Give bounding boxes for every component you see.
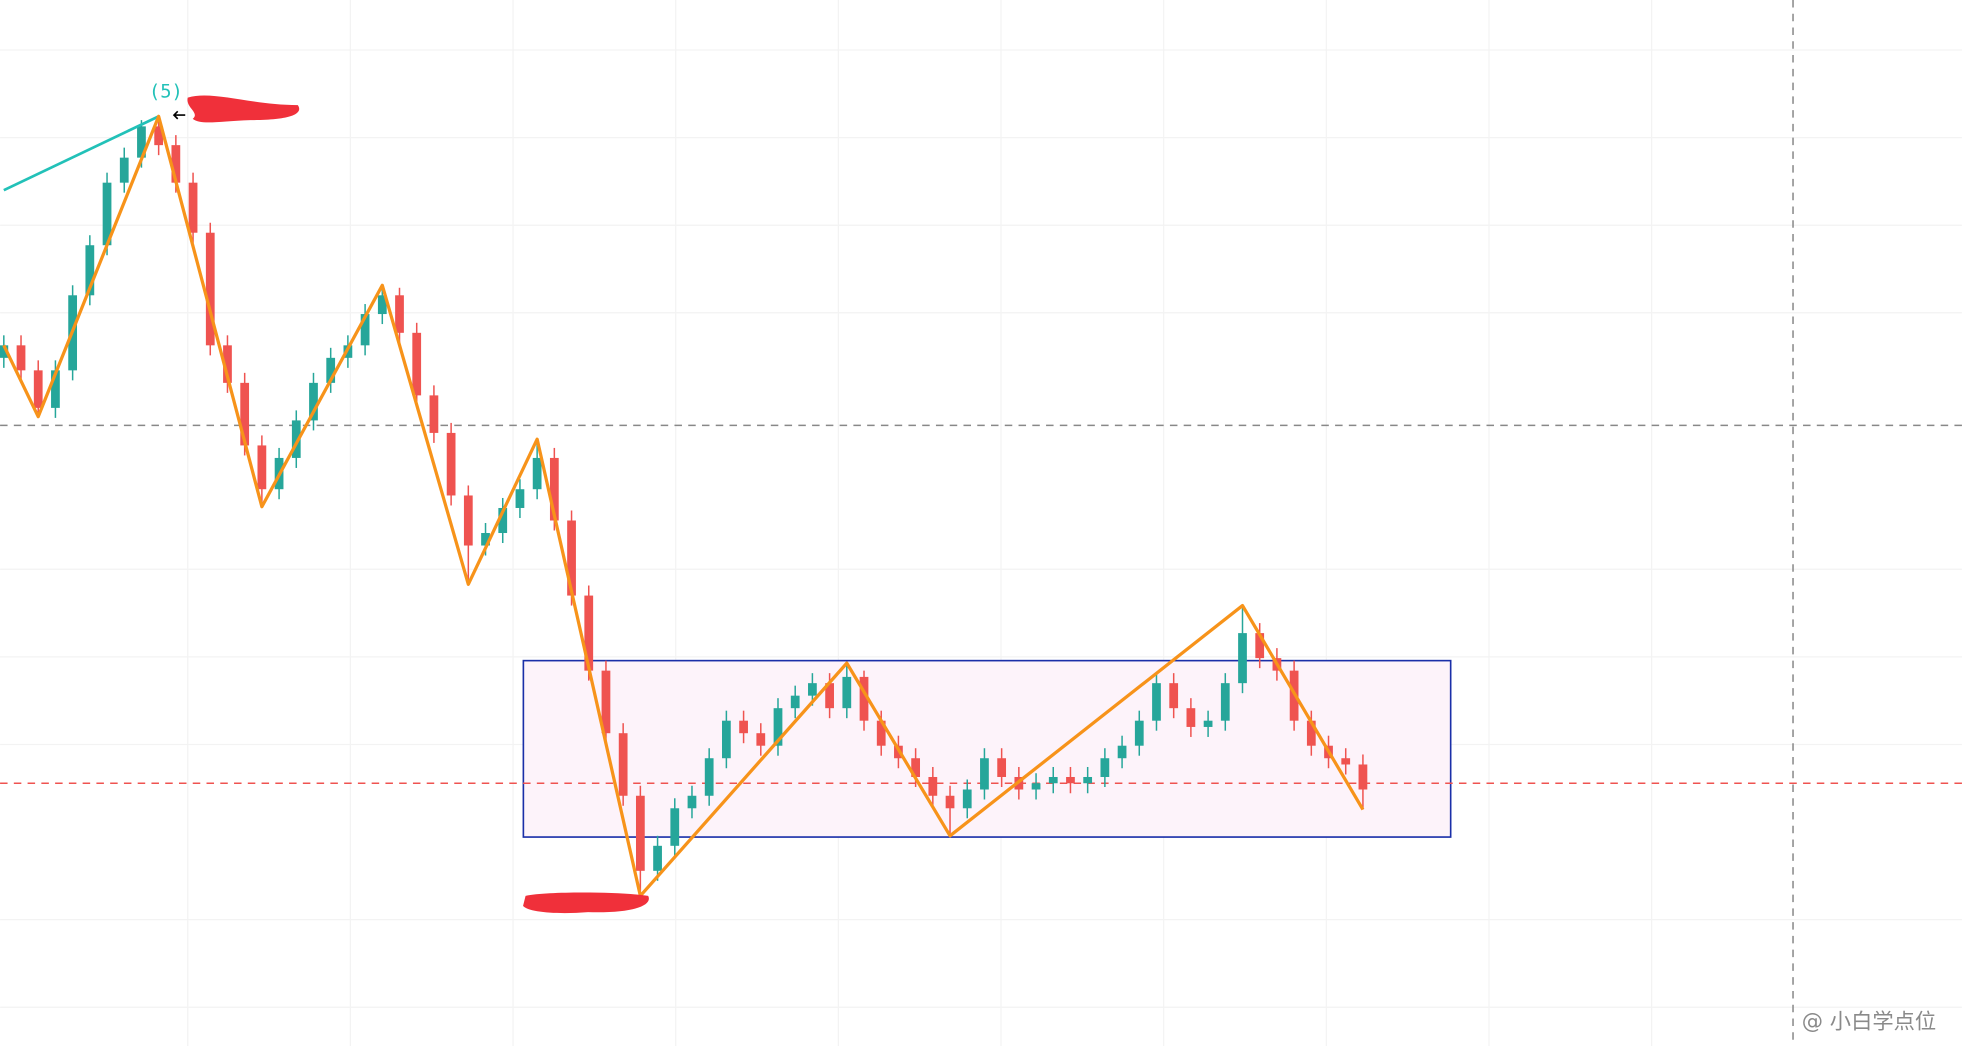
candle-body (532, 457, 542, 490)
candle-body (1358, 764, 1368, 790)
candle-body (722, 720, 731, 759)
candle-body (790, 695, 800, 709)
candle-body (1031, 783, 1041, 790)
candle-body (842, 676, 852, 709)
candle-body (137, 126, 146, 158)
candle-body (360, 314, 370, 346)
candle-body (1341, 758, 1351, 765)
candle-body (1203, 720, 1213, 727)
wave-label: (5) (149, 82, 183, 103)
candle-body (1220, 683, 1230, 721)
candle-body (980, 758, 989, 790)
candle-body (1083, 776, 1093, 784)
candle-body (51, 370, 60, 408)
candle-body (515, 489, 525, 508)
candle-body (928, 776, 938, 796)
candle-body (395, 295, 404, 333)
candle-body (601, 670, 611, 734)
candle-body (1306, 720, 1316, 746)
candle-body (85, 245, 95, 296)
candle-body (481, 533, 490, 546)
zigzag-line (2, 114, 1365, 898)
candle-body (756, 733, 766, 746)
candle-body (16, 345, 26, 371)
candle-body (463, 495, 473, 546)
candle-body (154, 126, 164, 146)
candle-body (1100, 758, 1110, 777)
candle-body (876, 720, 886, 746)
candle-body (567, 520, 576, 596)
candle-body (429, 395, 439, 433)
candle-body (653, 845, 662, 871)
candle-body (223, 345, 232, 383)
candle-body (859, 676, 869, 721)
candle-body (446, 432, 456, 496)
candle-body (670, 808, 680, 846)
candle-body (704, 758, 714, 796)
candle-body (584, 595, 594, 671)
candle-body (309, 382, 318, 421)
candle-body (291, 420, 301, 458)
candle-body (0, 345, 9, 358)
candle-body (1186, 708, 1196, 727)
candle-body (102, 182, 112, 246)
candle-body (257, 445, 267, 490)
candle-body (1048, 776, 1058, 784)
candle-body (326, 357, 336, 383)
trend-line (3, 115, 160, 192)
watermark: @ 小白学点位 (1802, 1009, 1936, 1034)
candle-body (1134, 720, 1144, 746)
candle-body (119, 157, 129, 183)
candle-body (945, 795, 955, 809)
candle-body (739, 720, 748, 734)
candle-body (1066, 776, 1075, 784)
candle-body (412, 332, 422, 396)
candle-body (1255, 633, 1265, 659)
candle-body (962, 789, 972, 809)
candle-body (33, 370, 43, 408)
candle-body (240, 382, 250, 446)
candle-body (549, 457, 559, 521)
candle-body (188, 182, 198, 233)
redaction (187, 95, 300, 123)
candle-body (171, 145, 181, 183)
candle-body (773, 708, 783, 746)
candle-body (808, 683, 817, 696)
candle-body (498, 507, 508, 534)
candle-body (377, 295, 387, 315)
candle-body (1152, 683, 1161, 721)
candle-body (687, 795, 697, 809)
candle-body (1169, 683, 1179, 709)
candle-body (205, 232, 215, 346)
arrow (172, 110, 186, 120)
candle-body (618, 733, 628, 796)
candle-body (997, 758, 1007, 777)
candle-body (1117, 745, 1127, 759)
candle-body (911, 758, 921, 777)
candle-body (635, 795, 645, 871)
candle-body (1238, 633, 1247, 684)
redaction (523, 892, 649, 914)
candle-body (825, 683, 834, 709)
